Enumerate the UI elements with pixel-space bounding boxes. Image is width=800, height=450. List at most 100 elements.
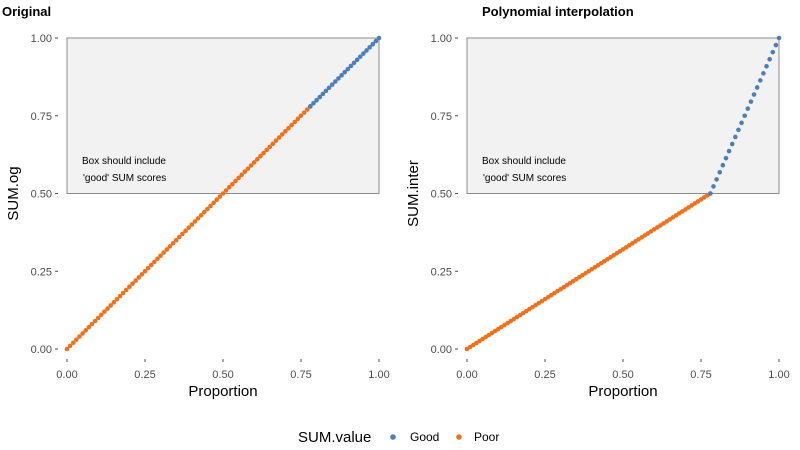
x-tick-label: 0.00 <box>456 369 477 381</box>
x-tick-label: 1.00 <box>768 369 789 381</box>
data-point-poor <box>264 147 269 153</box>
data-point-poor <box>148 262 154 268</box>
data-point-good <box>357 54 363 59</box>
data-point-good <box>348 63 354 69</box>
data-point-good <box>370 41 376 47</box>
data-point-poor <box>155 256 160 262</box>
data-point-poor <box>205 206 210 212</box>
data-point-good <box>333 79 338 84</box>
x-tick-label: 0.50 <box>612 369 633 381</box>
data-point-poor <box>136 275 142 280</box>
y-tick-label: 0.25 <box>431 266 452 278</box>
data-point-good <box>757 78 763 83</box>
data-point-poor <box>186 225 191 231</box>
legend-swatch-good <box>390 434 396 440</box>
x-tick-label: 0.25 <box>134 369 155 381</box>
data-point-good <box>764 63 769 69</box>
data-point-good <box>317 94 323 100</box>
data-point-good <box>320 91 326 97</box>
data-point-poor <box>211 200 216 206</box>
data-point-good <box>711 184 716 189</box>
data-point-poor <box>217 194 223 199</box>
x-axis-title: Proportion <box>588 383 657 400</box>
data-point-poor <box>152 259 157 265</box>
data-point-poor <box>279 132 285 137</box>
data-point-poor <box>267 144 273 150</box>
data-point-poor <box>295 116 301 122</box>
data-point-poor <box>80 331 85 336</box>
panel-polynomial-interpolation: Polynomial interpolation Box should inclu… <box>405 4 790 400</box>
data-point-good <box>748 99 754 104</box>
data-point-poor <box>177 234 182 240</box>
data-point-poor <box>102 309 107 314</box>
data-point-poor <box>233 178 238 184</box>
data-point-poor <box>298 113 304 119</box>
annotation-box <box>466 37 780 194</box>
y-tick-label: 0.75 <box>431 111 452 123</box>
data-point-poor <box>70 340 76 346</box>
data-point-good <box>729 141 735 147</box>
data-point-good <box>717 169 723 175</box>
data-point-poor <box>142 268 148 274</box>
y-axis-title: SUM.og <box>5 166 22 220</box>
data-point-good <box>714 177 719 182</box>
data-point-good <box>323 88 329 94</box>
y-tick-label: 0.50 <box>431 189 452 201</box>
panel-title: Polynomial interpolation <box>482 4 634 19</box>
data-point-good <box>742 113 747 119</box>
panel-original: Original Box should include 'good' SUM sco… <box>2 4 390 400</box>
data-point-poor <box>83 328 89 333</box>
data-point-good <box>708 191 713 196</box>
data-point-good <box>736 127 741 133</box>
data-point-poor <box>230 181 235 187</box>
data-point-good <box>767 56 772 62</box>
data-point-poor <box>304 107 310 112</box>
y-tick-label: 0.75 <box>31 111 52 123</box>
y-tick-label: 1.00 <box>431 33 452 45</box>
x-tick-label: 0.75 <box>290 369 311 381</box>
data-point-poor <box>170 240 176 246</box>
data-point-good <box>723 155 729 161</box>
data-point-poor <box>161 250 167 255</box>
data-point-poor <box>201 209 207 215</box>
y-tick-label: 0.25 <box>31 266 52 278</box>
data-point-poor <box>242 169 248 175</box>
data-point-poor <box>127 284 132 290</box>
data-point-good <box>339 73 344 78</box>
data-point-poor <box>120 290 126 296</box>
data-point-poor <box>236 175 241 181</box>
data-point-good <box>376 35 382 41</box>
data-point-good <box>329 82 335 87</box>
data-point-poor <box>158 253 163 258</box>
data-point-poor <box>139 272 145 277</box>
data-point-good <box>308 104 313 109</box>
data-point-poor <box>276 135 282 140</box>
panel-title: Original <box>2 4 51 19</box>
data-point-poor <box>301 110 307 115</box>
data-point-poor <box>86 324 92 330</box>
data-point-good <box>342 69 347 75</box>
annotation-text-line: 'good' SUM scores <box>483 173 566 184</box>
data-point-poor <box>220 191 226 196</box>
data-point-poor <box>286 125 291 131</box>
data-point-poor <box>245 166 251 171</box>
data-point-poor <box>180 231 185 237</box>
data-point-good <box>739 120 744 126</box>
x-axis-title: Proportion <box>188 383 257 400</box>
data-point-poor <box>74 337 79 342</box>
data-point-good <box>773 42 779 48</box>
x-tick-label: 0.25 <box>534 369 555 381</box>
legend: SUM.value Good Poor <box>298 429 499 446</box>
data-point-poor <box>173 237 179 243</box>
data-point-poor <box>111 300 117 305</box>
data-point-good <box>361 51 366 56</box>
data-point-good <box>754 85 760 90</box>
data-point-good <box>720 162 726 168</box>
data-point-poor <box>214 197 220 203</box>
annotation-text-line: Box should include <box>82 156 166 167</box>
data-point-poor <box>95 315 101 321</box>
annotation-box <box>66 37 380 194</box>
data-point-poor <box>248 163 254 168</box>
data-point-poor <box>195 216 201 221</box>
